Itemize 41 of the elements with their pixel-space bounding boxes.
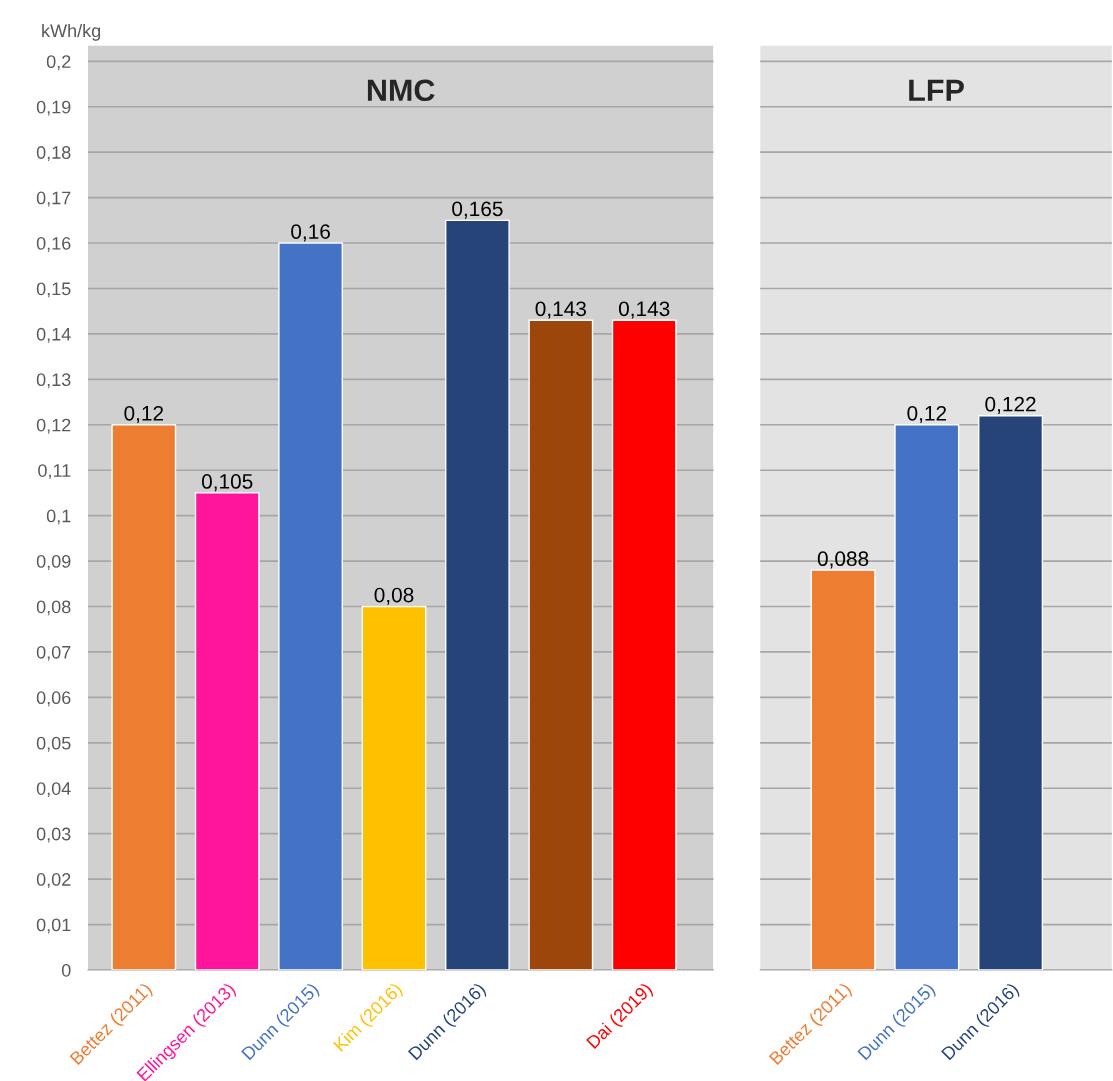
y-tick-label: 0,15: [36, 282, 71, 298]
bar: [528, 319, 594, 970]
y-tick-label: 0,14: [36, 327, 71, 343]
y-tick-label: 0,02: [36, 873, 71, 888]
data-label: 0,143: [535, 301, 586, 319]
y-tick-label: 0,16: [36, 236, 71, 252]
y-tick-label: 0,09: [36, 555, 71, 570]
y-tick-label: 0,18: [36, 146, 71, 162]
y-tick-label: 0: [61, 963, 71, 977]
y-tick-label: 0,17: [36, 191, 71, 207]
y-tick-label: 0,13: [36, 373, 71, 389]
y-tick-label: 0,2: [46, 55, 71, 71]
text: LFP: [909, 79, 964, 101]
y-tick-label: 0,03: [36, 827, 71, 843]
y-tick-label: 0,06: [36, 691, 71, 707]
data-label: 0,105: [201, 474, 253, 492]
data-label: 0,16: [291, 224, 330, 242]
data-label: 0,122: [985, 396, 1036, 415]
data-label: 0,12: [124, 405, 164, 424]
data-label: 0,08: [374, 587, 414, 605]
text: NMC: [367, 79, 435, 102]
y-tick-label: 0,05: [36, 736, 71, 752]
data-label: 0,12: [907, 405, 947, 424]
y-tick-label: 0,01: [36, 918, 71, 934]
data-label: 0,165: [452, 201, 503, 219]
bar: [361, 605, 427, 970]
y-tick-label: 0,12: [36, 418, 71, 434]
y-tick-label: 0,11: [38, 464, 71, 480]
y-tick-label: 0,19: [36, 100, 71, 116]
bar: [194, 492, 260, 970]
y-tick-label: 0,08: [36, 600, 71, 616]
y-tick-label: 0,1: [46, 509, 71, 525]
bar: [278, 242, 343, 970]
y-tick-label: 0,07: [36, 645, 71, 661]
data-label: 0,143: [618, 301, 670, 319]
data-label: 0,088: [817, 551, 869, 569]
bar: [111, 424, 177, 970]
bar: [445, 219, 510, 970]
y-axis-title: kWh/kg: [42, 23, 101, 41]
bar: [611, 319, 677, 970]
y-tick-label: 0,04: [36, 782, 71, 798]
